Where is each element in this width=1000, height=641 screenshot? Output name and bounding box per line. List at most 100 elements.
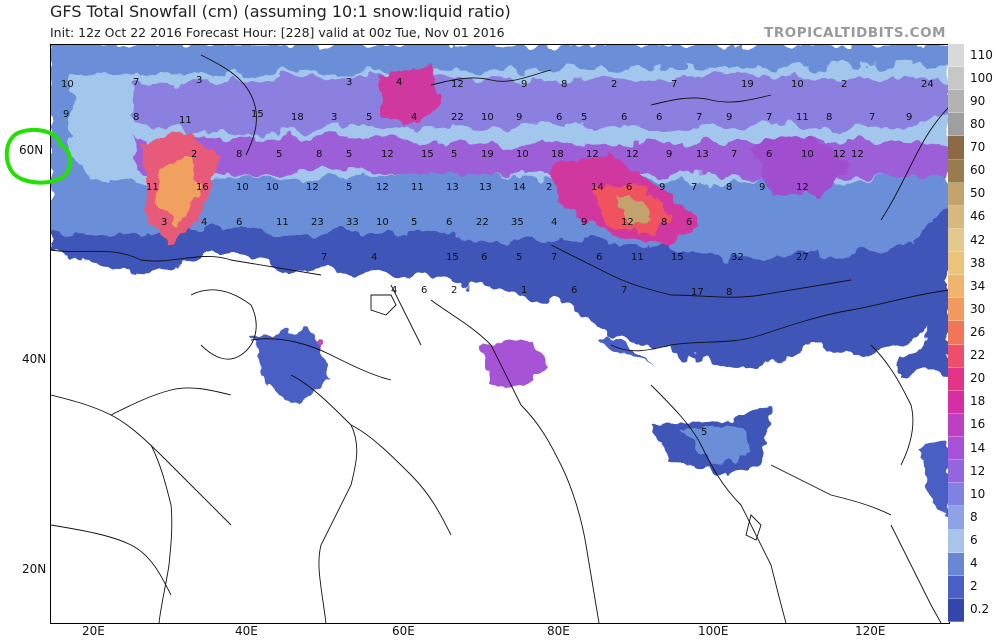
colorbar-cell [948, 390, 964, 414]
colorbar-cell [948, 344, 964, 368]
snow-value-label: 33 [346, 217, 359, 228]
colorbar-label: 30 [970, 301, 986, 316]
snow-value-label: 6 [571, 285, 577, 296]
snow-value-label: 7 [766, 112, 772, 123]
snow-value-label: 6 [556, 112, 562, 123]
snow-value-label: 11 [631, 252, 644, 263]
snow-value-label: 12 [381, 149, 394, 160]
colorbar-label: 80 [970, 116, 986, 131]
snow-value-label: 27 [796, 252, 809, 263]
snow-value-label: 11 [179, 115, 192, 126]
snow-value-label: 7 [621, 285, 627, 296]
snow-value-label: 6 [596, 252, 602, 263]
snow-value-label: 9 [63, 109, 69, 120]
snow-value-label: 3 [331, 112, 337, 123]
colorbar-cell [948, 413, 964, 438]
colorbar-label: 50 [970, 186, 986, 201]
snow-value-label: 5 [411, 217, 417, 228]
map-title: GFS Total Snowfall (cm) (assuming 10:1 s… [50, 2, 511, 21]
snow-value-label: 9 [581, 217, 587, 228]
colorbar-label: 2 [970, 579, 978, 594]
colorbar-cell [948, 483, 964, 507]
snow-value-label: 12 [376, 182, 389, 193]
snow-value-label: 11 [276, 217, 289, 228]
snow-value-label: 9 [906, 112, 912, 123]
snow-value-label: 6 [481, 252, 487, 263]
snow-value-label: 6 [421, 285, 427, 296]
lat-label-40n: 40N [22, 352, 47, 366]
no-snow-area [51, 270, 949, 623]
snow-value-label: 7 [133, 77, 139, 88]
snow-value-label: 16 [196, 182, 209, 193]
snow-value-label: 5 [276, 149, 282, 160]
colorbar-label: 110 [970, 47, 993, 62]
snow-value-label: 9 [659, 182, 665, 193]
snow-value-label: 32 [731, 252, 744, 263]
snow-value-label: 2 [841, 79, 847, 90]
lat-label-20n: 20N [22, 562, 47, 576]
snow-value-label: 3 [196, 75, 202, 86]
colorbar-label: 70 [970, 140, 986, 155]
snow-value-label: 10 [376, 217, 389, 228]
annotation-circle [4, 127, 73, 185]
snow-value-label: 6 [446, 217, 452, 228]
colorbar-label: 20 [970, 371, 986, 386]
snow-value-label: 10 [791, 79, 804, 90]
snow-value-label: 8 [726, 287, 732, 298]
snow-value-label: 22 [451, 112, 464, 123]
colorbar-cell [948, 159, 964, 183]
colorbar-label: 16 [970, 417, 986, 432]
colorbar-label: 46 [970, 209, 986, 224]
snow-value-label: 9 [666, 149, 672, 160]
colorbar-cell [948, 598, 964, 622]
snow-value-label: 10 [516, 149, 529, 160]
snow-value-label: 13 [479, 182, 492, 193]
snow-value-label: 18 [551, 149, 564, 160]
lon-label-20e: 20E [82, 624, 105, 638]
snow-value-label: 13 [446, 182, 459, 193]
lon-label-100e: 100E [698, 624, 729, 638]
colorbar-label: 14 [970, 440, 986, 455]
snow-value-label: 3 [161, 217, 167, 228]
colorbar-cell [948, 67, 964, 91]
snow-value-label: 7 [321, 252, 327, 263]
snow-value-label: 5 [346, 149, 352, 160]
lon-label-60e: 60E [392, 624, 415, 638]
colorbar-label: 12 [970, 463, 986, 478]
snow-value-label: 5 [451, 149, 457, 160]
snowfall-map: 10 7 3 3 4 12 9 8 2 7 19 10 2 24 9 8 11 15 18 3 5 4 22 10 9 6 5 6 6 7… [50, 44, 950, 624]
colorbar-label: 18 [970, 394, 986, 409]
colorbar-cell [948, 437, 964, 461]
colorbar-cell [948, 529, 964, 553]
colorbar-cell [948, 205, 964, 229]
colorbar-cell [948, 44, 964, 68]
snow-value-label: 15 [446, 252, 459, 263]
snow-value-label: 2 [191, 149, 197, 160]
snow-value-label: 8 [661, 217, 667, 228]
snow-value-label: 10 [61, 79, 74, 90]
snow-value-label: 12 [626, 149, 639, 160]
colorbar-label: 100 [970, 70, 993, 85]
colorbar-cell [948, 136, 964, 160]
colorbar-cell [948, 90, 964, 114]
snow-value-label: 12 [586, 149, 599, 160]
colorbar-cell [948, 298, 964, 322]
snow-value-label: 10 [236, 182, 249, 193]
brand-logo[interactable]: TROPICALTIDBITS.COM [764, 25, 946, 41]
snow-value-label: 19 [481, 149, 494, 160]
colorbar-cell [948, 460, 964, 484]
snow-scatter-layer [251, 300, 949, 515]
snow-value-label: 24 [921, 79, 934, 90]
colorbar-cell [948, 575, 964, 599]
snow-value-label: 8 [316, 149, 322, 160]
map-subtitle: Init: 12z Oct 22 2016 Forecast Hour: [22… [50, 25, 505, 40]
snow-value-label: 17 [691, 287, 704, 298]
snow-value-label: 23 [311, 217, 324, 228]
colorbar-label: 6 [970, 533, 978, 548]
snow-value-label: 1 [521, 285, 527, 296]
colorbar-cell [948, 252, 964, 276]
snow-value-label: 8 [726, 182, 732, 193]
colorbar-cell [948, 275, 964, 299]
snow-value-label: 4 [391, 285, 397, 296]
